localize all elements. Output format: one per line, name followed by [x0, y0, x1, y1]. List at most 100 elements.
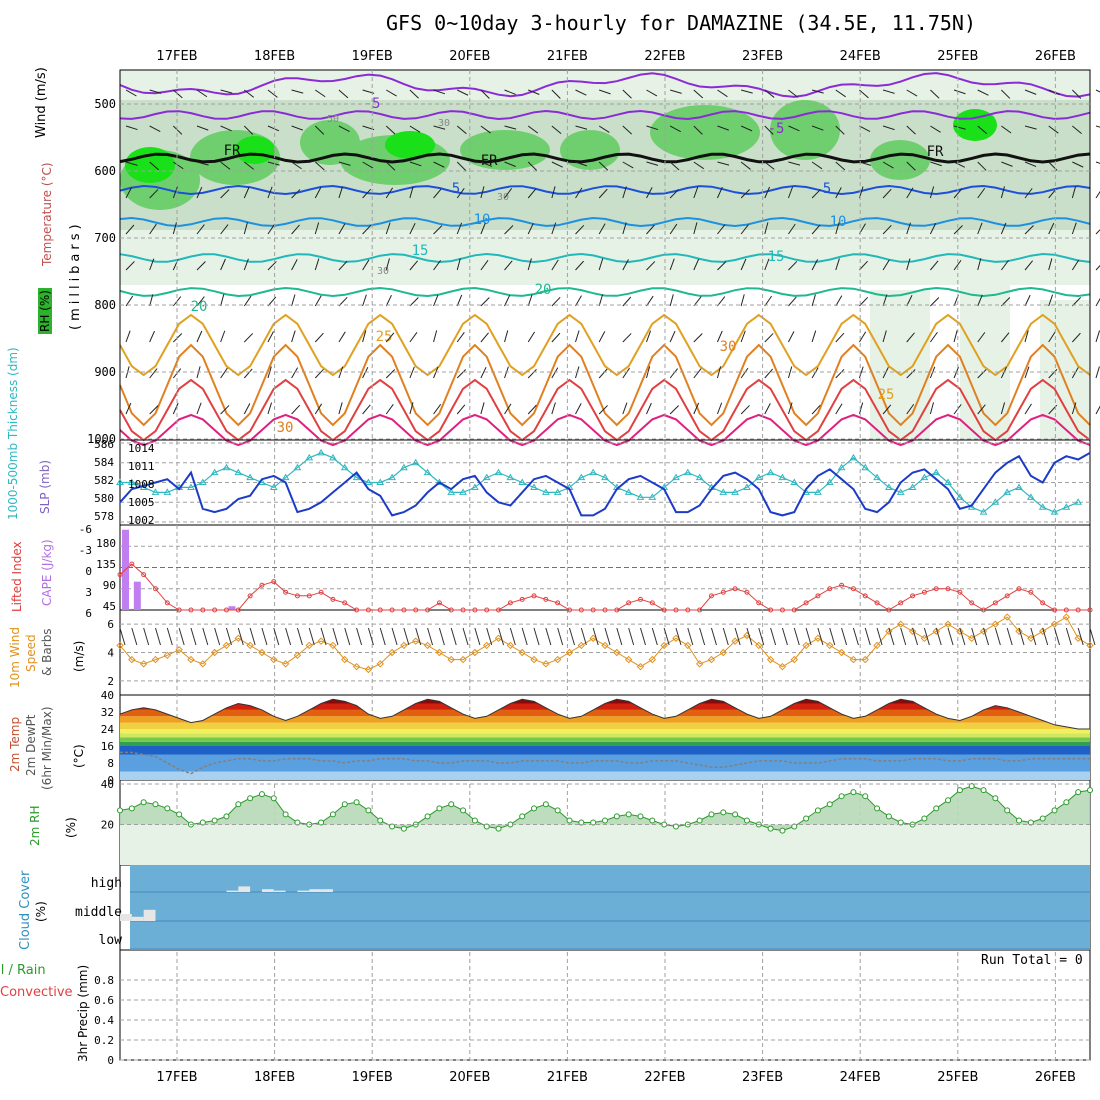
rh2m-point — [590, 819, 597, 826]
wind10-barb — [391, 627, 398, 646]
wind-barb — [953, 161, 966, 168]
wind-speed-point — [719, 648, 728, 657]
thickness-point — [187, 483, 195, 490]
rh2m-ylabel: 2m RH — [28, 805, 42, 847]
rh2m-point — [814, 807, 821, 814]
wind-barb — [929, 331, 938, 343]
wind-barb — [906, 369, 916, 379]
thickness-point — [210, 468, 219, 476]
wind-barb — [717, 161, 730, 166]
wind-barb — [669, 405, 679, 415]
wind-barb — [504, 225, 514, 235]
thickness-point — [364, 478, 373, 485]
lifted-index-point — [886, 607, 892, 613]
thickness-point — [648, 493, 657, 500]
wind-barb — [480, 186, 485, 199]
rh2m-point — [649, 817, 656, 824]
wind-barb — [125, 187, 133, 199]
precip-tick-0.4: 0.4 — [94, 1014, 114, 1027]
thickness-point — [340, 463, 349, 471]
wind10-barb — [888, 627, 895, 646]
cape-left-tick--6: -6 — [79, 523, 92, 536]
temp-band-4 — [120, 737, 1090, 742]
rh2m-point — [885, 813, 892, 820]
wind10-barb — [829, 627, 836, 646]
wind-barb — [125, 161, 138, 166]
temp-bands — [120, 699, 1090, 780]
rh2m-point — [1004, 807, 1011, 814]
wind10-barb — [1006, 627, 1013, 646]
lifted-index-point — [283, 589, 289, 595]
wind-barb — [527, 125, 539, 134]
rh2m-point — [625, 811, 632, 818]
wind-barb — [1000, 332, 1010, 343]
cape-ylabel-cape: CAPE (J/kg) — [40, 539, 54, 606]
wind-speed-point — [494, 634, 503, 643]
lifted-index-point — [164, 600, 170, 606]
rh2m-point — [235, 801, 242, 808]
wind-barb — [1000, 366, 1007, 379]
wind-speed-point — [341, 655, 349, 664]
thickness-point — [636, 493, 645, 500]
lifted-index-point — [365, 607, 371, 613]
wind-speed-point — [412, 637, 420, 645]
temp-band-1 — [120, 754, 1090, 772]
wind10-barb — [1065, 627, 1072, 646]
rh2m-point — [850, 789, 857, 796]
wind-barb — [1095, 330, 1100, 343]
date-label-bottom-19FEB: 19FEB — [352, 1070, 393, 1085]
lifted-index-point — [259, 582, 265, 588]
wind-barb — [598, 258, 604, 271]
wind-barb — [409, 186, 414, 199]
rh2m-point — [341, 801, 348, 808]
wind-barb — [314, 222, 320, 235]
thickness-point — [743, 483, 751, 490]
wind-barb — [953, 330, 958, 343]
rh-blob-8 — [870, 140, 930, 180]
wind-barb — [1024, 89, 1037, 95]
wind-barb — [977, 258, 982, 271]
wind10-barb — [143, 627, 150, 646]
wind-barb — [314, 258, 320, 271]
rh2m-point — [696, 817, 703, 824]
cape-ylabel-li: Lifted Index — [10, 541, 24, 612]
wind10-barb — [308, 627, 315, 646]
wind-barb — [1001, 125, 1012, 134]
wind-barb — [622, 125, 633, 135]
wind-barb — [291, 224, 300, 235]
wind-barb — [527, 161, 538, 171]
slp-left-tick-580: 580 — [94, 492, 114, 505]
wind-speed-point — [873, 641, 881, 650]
wind-barb — [409, 297, 419, 307]
wind-barb — [172, 89, 183, 99]
wind-speed-point — [814, 634, 822, 643]
contour-label-10: 25 — [376, 329, 393, 345]
thickness-point — [1050, 508, 1059, 515]
wind-speed-point — [932, 627, 940, 635]
wind-barb — [456, 161, 467, 171]
wind-barb — [480, 161, 493, 167]
wind-barb — [1024, 330, 1029, 343]
panel-frame-precip — [119, 949, 1091, 1061]
rh2m-point — [164, 805, 171, 812]
thickness-point — [873, 473, 881, 481]
wind-barb — [835, 295, 843, 307]
wind-barb — [764, 333, 774, 343]
wind-barb — [598, 125, 610, 133]
wind-barb — [598, 405, 608, 415]
wind10-barb — [841, 627, 848, 646]
wind-barb — [172, 333, 183, 343]
thickness-point — [376, 478, 385, 485]
lifted-index-point — [555, 600, 561, 606]
wind-barb — [220, 224, 229, 235]
wind10-barb — [640, 627, 646, 646]
cloud-bar-high — [297, 890, 310, 892]
wind-barb — [788, 89, 799, 98]
wind-speed-point — [684, 641, 692, 650]
rh2m-point — [542, 801, 549, 808]
wind-barb — [362, 259, 370, 271]
thickness-point — [541, 488, 550, 495]
cape-right-tick-135: 135 — [96, 558, 116, 571]
wind-barb — [385, 258, 390, 271]
lifted-index-point — [697, 607, 703, 613]
